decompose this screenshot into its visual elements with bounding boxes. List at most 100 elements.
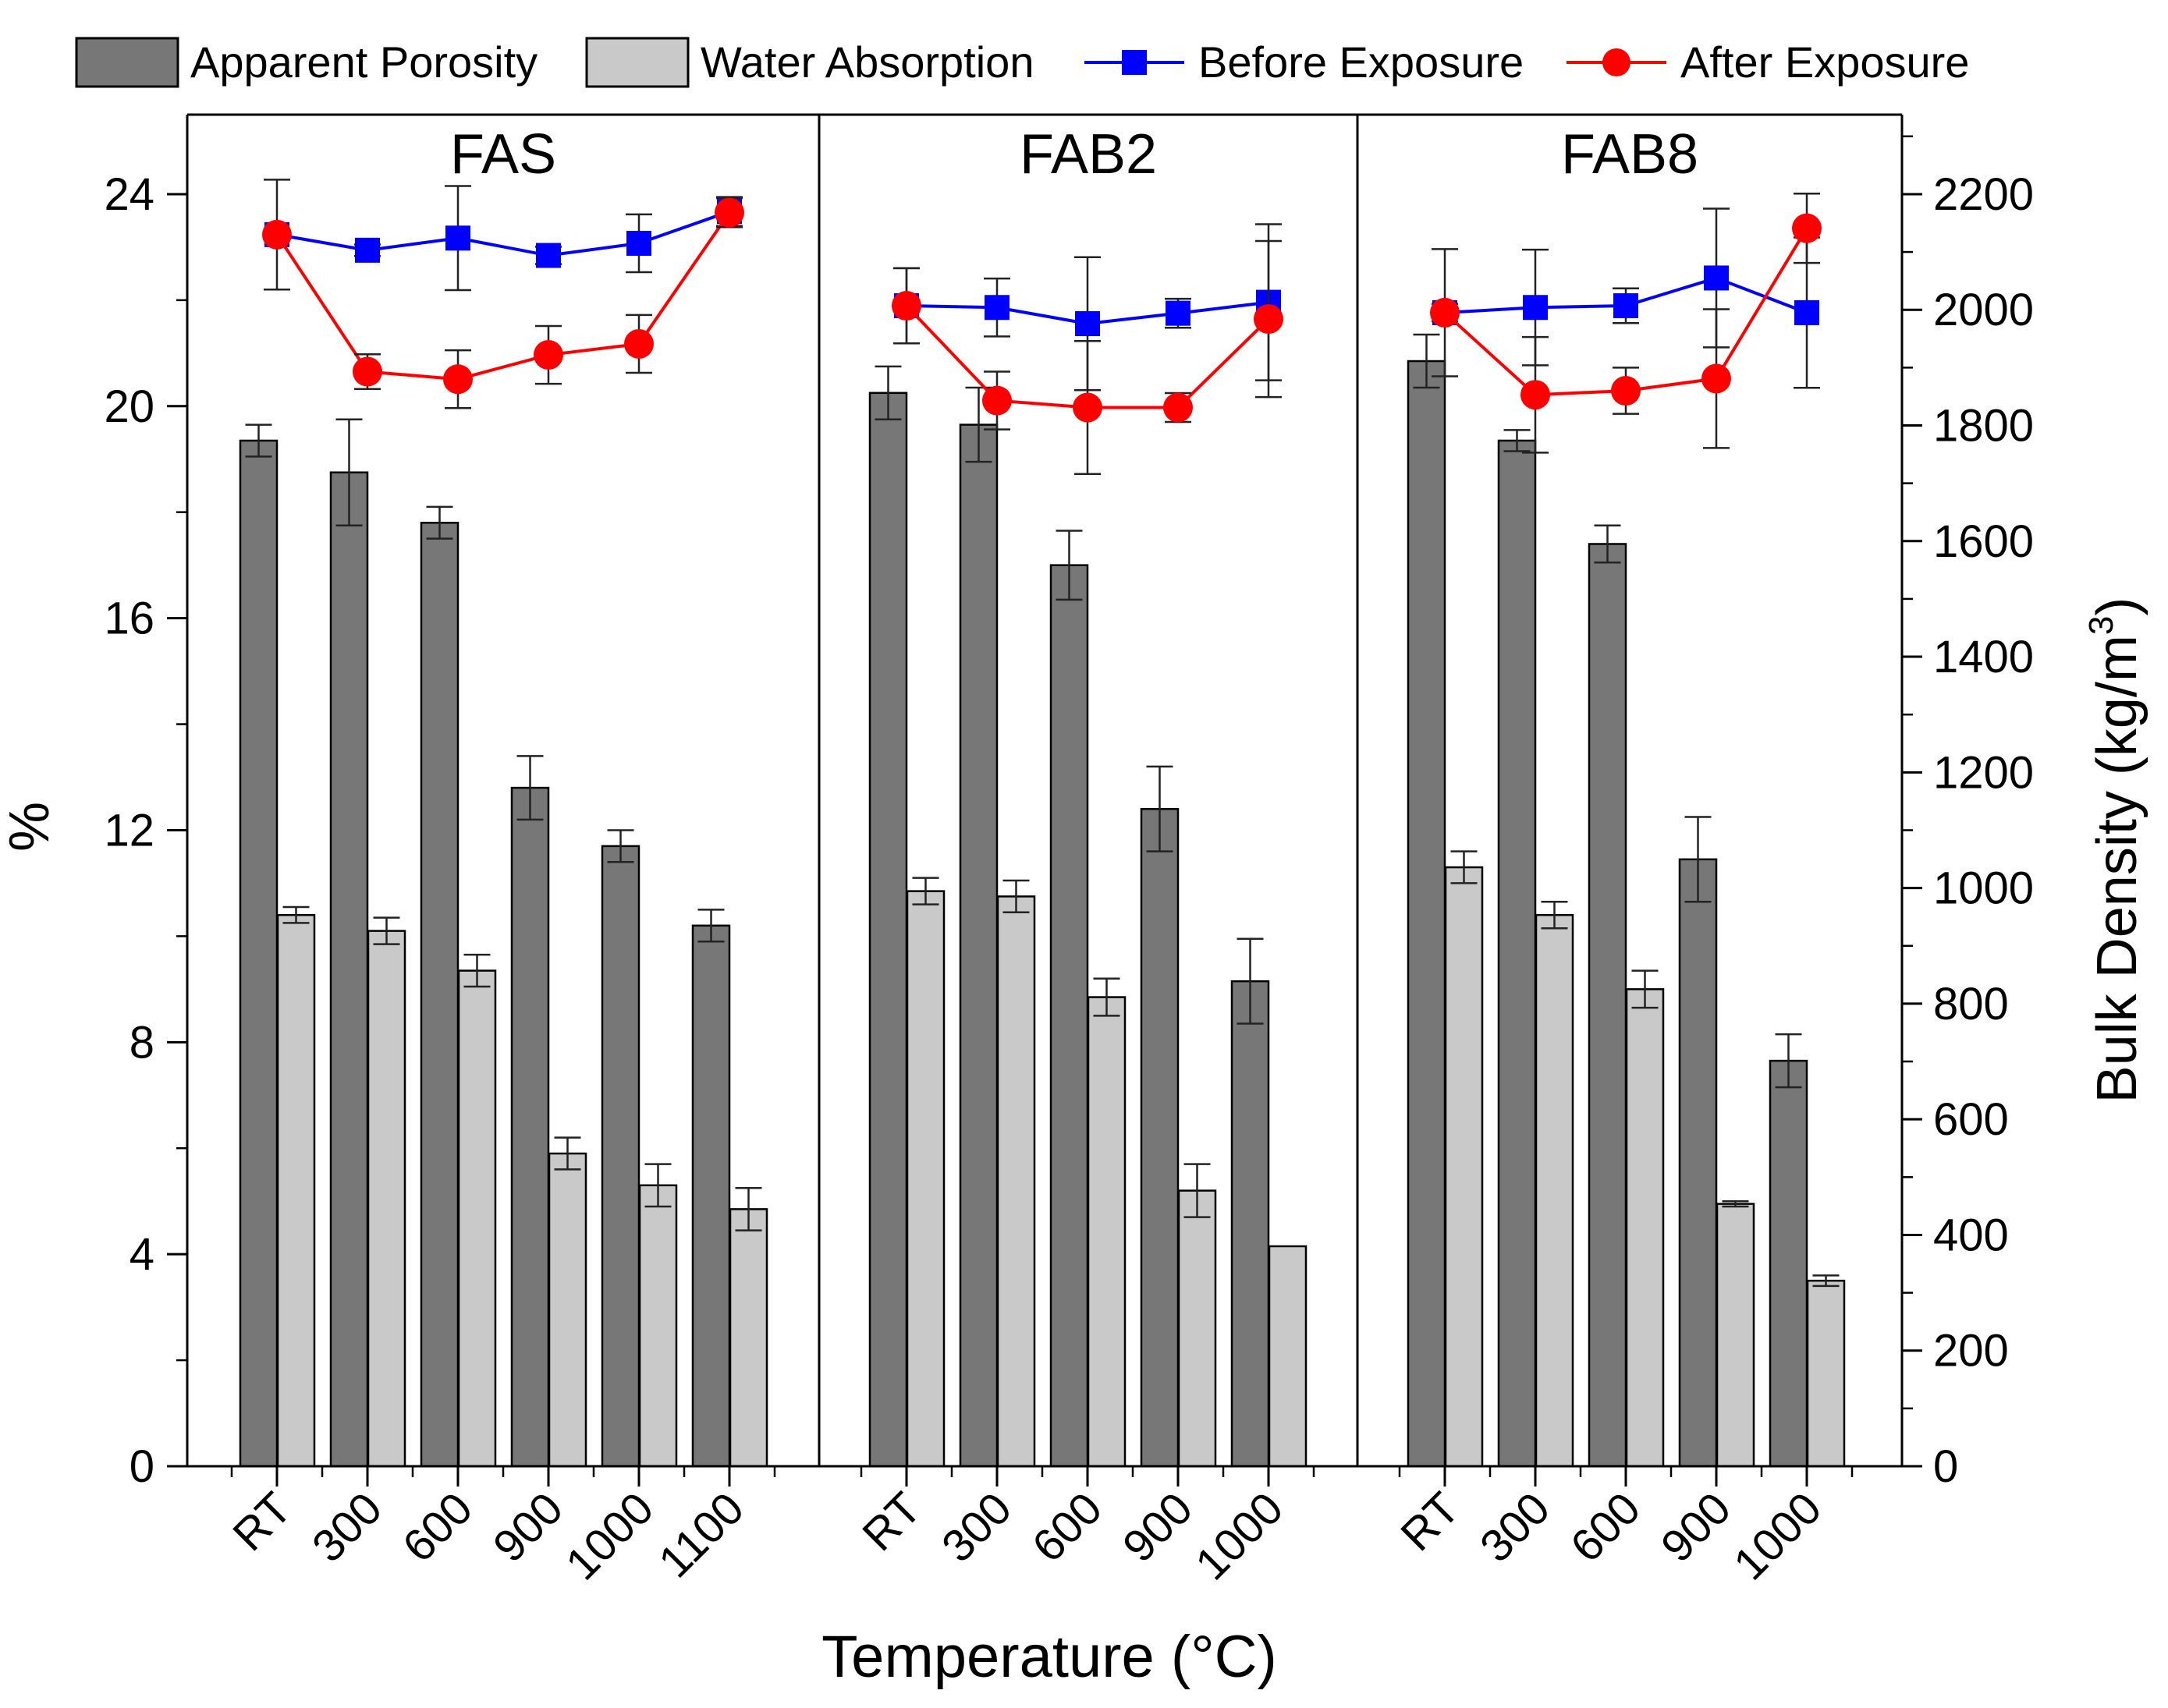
marker-after-fas-RT — [262, 219, 292, 250]
bar-porosity-fab2-900 — [1140, 808, 1180, 1468]
y-right-axis-title-superscript: 3 — [2082, 616, 2120, 635]
marker-after-fab8-RT — [1430, 297, 1460, 328]
bar-absorption-fab2-900 — [1177, 1189, 1217, 1468]
x-tick-label-fab2-RT: RT — [853, 1483, 931, 1561]
bar-porosity-fab2-RT — [868, 392, 908, 1468]
bar-absorption-fab8-900 — [1716, 1203, 1755, 1468]
bar-absorption-fas-1000 — [638, 1184, 678, 1468]
x-tick-label-fas-300: 300 — [303, 1483, 392, 1572]
panel-title-fab8: FAB8 — [1561, 123, 1698, 186]
y-right-tick-label-400: 400 — [1933, 1210, 2009, 1260]
x-tick-label-fab8-1000: 1000 — [1724, 1483, 1831, 1589]
marker-before-fab2-900 — [1166, 300, 1190, 326]
series-line-after-fas — [275, 211, 731, 381]
bar-absorption-fas-1100 — [729, 1208, 768, 1468]
marker-after-fas-300 — [353, 356, 382, 387]
bar-absorption-fab2-RT — [906, 890, 946, 1468]
marker-after-fab2-1000 — [1254, 304, 1283, 335]
bar-porosity-fas-RT — [239, 439, 279, 1468]
marker-after-fab2-RT — [892, 291, 921, 321]
y-left-tick-label-0: 0 — [130, 1441, 154, 1492]
y-right-tick-label-2200: 2200 — [1933, 169, 2034, 220]
y-left-tick-label-8: 8 — [130, 1017, 154, 1068]
bar-absorption-fas-300 — [367, 930, 406, 1468]
legend-marker-after — [1602, 48, 1630, 76]
marker-after-fab8-300 — [1520, 380, 1550, 410]
y-right-tick-label-0: 0 — [1933, 1441, 1958, 1492]
x-tick-label-fas-900: 900 — [484, 1483, 573, 1572]
bar-absorption-fab8-1000 — [1806, 1279, 1846, 1468]
marker-after-fab2-600 — [1073, 392, 1102, 423]
bar-absorption-fab8-RT — [1444, 866, 1484, 1468]
x-tick-label-fab8-600: 600 — [1561, 1483, 1650, 1572]
y-left-tick-label-12: 12 — [104, 805, 154, 856]
marker-after-fas-600 — [443, 364, 473, 395]
panel-title-fab2: FAB2 — [1020, 123, 1157, 186]
y-right-axis-title-close: ) — [2086, 597, 2148, 616]
y-right-tick-label-1600: 1600 — [1933, 516, 2034, 567]
marker-after-fab2-300 — [982, 385, 1012, 416]
marker-before-fab8-300 — [1523, 295, 1548, 321]
marker-after-fab8-600 — [1611, 376, 1641, 406]
legend-swatch-porosity — [75, 37, 179, 88]
bar-absorption-fas-600 — [457, 969, 497, 1468]
bar-porosity-fas-1100 — [691, 924, 731, 1468]
y-left-axis-title: % — [0, 802, 61, 852]
x-tick-label-fab2-1000: 1000 — [1186, 1483, 1293, 1589]
legend-label-absorption: Water Absorption — [701, 37, 1034, 87]
marker-before-fab8-1000 — [1794, 299, 1819, 325]
x-tick-label-fab8-900: 900 — [1652, 1483, 1740, 1572]
bar-absorption-fab8-300 — [1535, 913, 1574, 1468]
legend-marker-before — [1122, 50, 1147, 75]
bar-porosity-fab8-300 — [1497, 439, 1537, 1468]
series-line-before-fas — [276, 210, 730, 257]
bar-absorption-fab2-600 — [1087, 996, 1127, 1468]
y-right-tick-label-1400: 1400 — [1933, 632, 2034, 682]
y-right-tick-label-1800: 1800 — [1933, 400, 2034, 451]
y-right-tick-label-1200: 1200 — [1933, 747, 2034, 798]
marker-after-fab2-900 — [1163, 392, 1193, 423]
marker-after-fab8-1000 — [1792, 213, 1822, 243]
marker-before-fas-900 — [536, 243, 561, 268]
x-tick-label-fas-1000: 1000 — [556, 1483, 663, 1589]
marker-before-fab2-300 — [985, 295, 1009, 321]
y-left-tick-label-24: 24 — [104, 169, 154, 220]
x-tick-label-fas-1100: 1100 — [649, 1483, 754, 1587]
marker-after-fas-1100 — [715, 197, 744, 228]
bar-porosity-fas-1000 — [601, 845, 640, 1468]
bar-porosity-fab8-1000 — [1769, 1059, 1808, 1468]
y-right-tick-label-1000: 1000 — [1933, 863, 2034, 914]
panel-title-fas: FAS — [450, 123, 556, 186]
marker-before-fas-300 — [355, 237, 380, 263]
bar-porosity-fab8-600 — [1588, 543, 1627, 1468]
marker-after-fab8-900 — [1701, 363, 1731, 394]
marker-after-fas-1000 — [624, 328, 654, 359]
bar-porosity-fab8-900 — [1678, 858, 1718, 1468]
legend-label-before: Before Exposure — [1198, 37, 1524, 87]
x-tick-label-fab2-600: 600 — [1023, 1483, 1112, 1572]
bar-absorption-fab8-600 — [1625, 988, 1665, 1468]
y-left-tick-label-20: 20 — [104, 381, 154, 432]
legend-label-after: After Exposure — [1680, 37, 1969, 87]
bar-porosity-fas-900 — [510, 786, 550, 1468]
legend-swatch-absorption — [585, 37, 690, 88]
x-tick-label-fab8-RT: RT — [1391, 1483, 1469, 1561]
marker-before-fas-600 — [445, 225, 470, 251]
y-right-tick-label-200: 200 — [1933, 1326, 2009, 1377]
bar-absorption-fas-RT — [276, 913, 316, 1468]
x-tick-label-fab2-300: 300 — [932, 1483, 1021, 1572]
marker-before-fab2-600 — [1075, 311, 1100, 337]
y-left-tick-label-16: 16 — [104, 594, 154, 644]
x-tick-label-fab8-300: 300 — [1471, 1483, 1559, 1572]
bar-absorption-fab2-1000 — [1268, 1245, 1308, 1468]
bar-porosity-fab2-300 — [959, 423, 999, 1468]
y-right-tick-label-2000: 2000 — [1933, 285, 2034, 335]
marker-before-fas-1000 — [626, 230, 651, 256]
bar-porosity-fab2-1000 — [1230, 980, 1270, 1468]
bar-absorption-fas-900 — [548, 1152, 587, 1468]
bar-porosity-fab2-600 — [1049, 564, 1089, 1468]
y-right-axis-title: Bulk Density (kg/m3) — [2082, 597, 2148, 1104]
lines-layer — [262, 179, 1822, 476]
